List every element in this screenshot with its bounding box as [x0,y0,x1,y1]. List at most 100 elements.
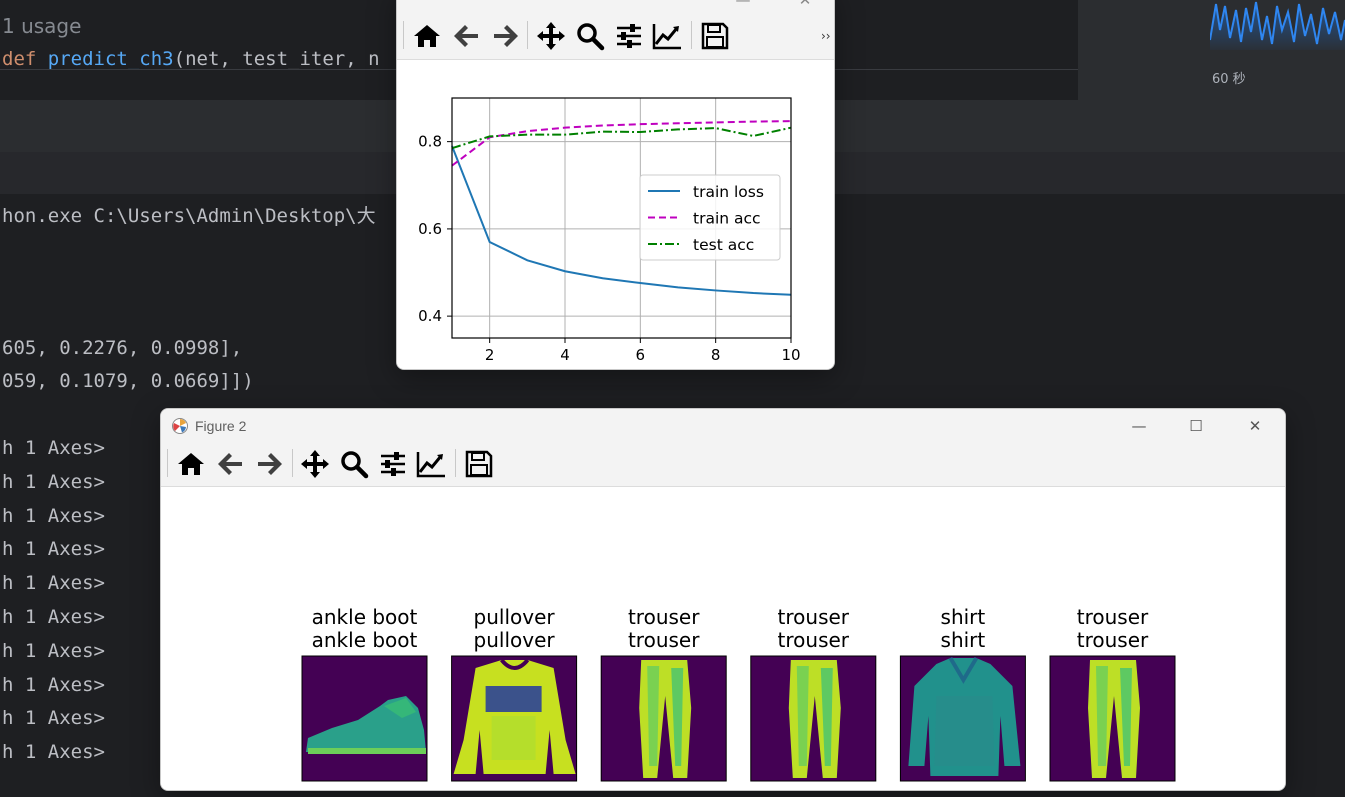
series-line-train-loss [451,145,792,296]
console-axes-line: h 1 Axes> [2,606,105,628]
predicted-label: ankle boot [312,628,418,652]
image-frame [899,655,1026,782]
console-axes-line: h 1 Axes> [2,741,105,764]
x-tick-label: 8 [711,346,721,364]
axes-frame [451,97,792,339]
console-path-line: hon.exe C:\Users\Admin\Desktop\大 [2,205,376,227]
back-arrow-icon[interactable] [451,20,483,52]
toolbar-grip [403,21,404,49]
toolbar-separator [691,21,692,49]
console-axes-line: h 1 Axes> [2,470,105,493]
back-arrow-icon[interactable] [215,448,247,480]
toolbar-overflow-button[interactable]: ›› [821,29,831,43]
true-label: shirt [941,605,986,629]
forward-arrow-icon[interactable] [253,448,285,480]
toolbar-separator [527,21,528,49]
fashion-image-trouser [600,655,727,782]
console-axes-line: h 1 Axes> [2,504,105,527]
edit-axis-icon[interactable] [415,448,447,480]
x-tick-label: 6 [636,346,646,364]
console-axes-line: h 1 Axes> [2,437,105,459]
code-line-def: def predict_ch3(net, test_iter, n [2,48,380,70]
figure2-toolbar [161,443,1285,487]
figure1-canvas[interactable]: 2 4 6 8 10 0.4 0.6 0.8 train loss train acc test a… [397,60,834,370]
zoom-magnifier-icon[interactable] [574,20,606,52]
trouser-shade [647,666,660,766]
minimize-button[interactable]: — [735,0,751,9]
true-label: trouser [778,605,850,629]
console-axes-line: h 1 Axes> [2,538,105,561]
x-tick-label: 4 [560,346,570,364]
predicted-label: pullover [474,628,556,652]
fashion-image-trouser [1049,655,1176,782]
toolbar-grip [167,449,168,477]
x-tick-label: 2 [485,346,495,364]
trouser-shade [1120,668,1132,766]
true-label: ankle boot [312,605,418,629]
true-label: trouser [1077,605,1149,629]
zoom-magnifier-icon[interactable] [338,448,370,480]
predicted-label: trouser [628,628,700,652]
close-button[interactable]: ✕ [1248,417,1262,435]
y-tick-label: 0.6 [418,220,442,238]
trouser-shade [820,668,833,766]
pullover-print [485,686,542,712]
figure1-toolbar: ›› [397,15,834,60]
window-title: Figure 2 [195,418,247,434]
resource-monitor-panel: 60 秒 [1078,0,1345,100]
image-frame [451,655,578,782]
def-keyword: def [2,48,37,70]
figure1-titlebar[interactable]: — ✕ [397,0,834,15]
legend-label: test acc [693,236,754,254]
forward-arrow-icon[interactable] [489,20,521,52]
trouser-shade [1096,666,1108,766]
series-line-test-acc [451,126,792,150]
maximize-button[interactable]: ☐ [1189,417,1203,435]
home-icon[interactable] [411,20,443,52]
pan-move-icon[interactable] [299,448,331,480]
console-tensor-line: 605, 0.2276, 0.0998], [2,337,243,359]
y-tick-label: 0.4 [418,307,442,325]
shirt-collar [948,656,979,684]
fashion-image-pullover [451,655,578,782]
true-label: pullover [474,605,556,629]
configure-subplots-icon[interactable] [613,20,645,52]
boot-shaft [384,698,416,718]
matplotlib-app-icon [172,418,188,434]
predicted-label: shirt [941,628,986,652]
home-icon[interactable] [175,448,207,480]
figure2-window[interactable]: Figure 2 — ☐ ✕ ankle [160,408,1286,791]
image-frame [750,655,877,782]
series-line-train-acc [451,120,792,167]
figure2-canvas[interactable]: ankle boot ankle boot pullover pullover trou… [161,487,1285,790]
console-tensor-line: 059, 0.1079, 0.0669]]) [2,370,254,392]
image-frame [600,655,727,782]
toolbar-separator [292,449,293,477]
fashion-image-trouser [750,655,877,782]
function-params: (net, test_iter, n [173,48,380,70]
image-frame [1049,655,1176,782]
pan-move-icon[interactable] [535,20,567,52]
pullover-panel [491,716,536,760]
pullover-collar [500,658,530,670]
edit-axis-icon[interactable] [651,20,683,52]
close-button[interactable]: ✕ [798,0,812,9]
figure2-titlebar[interactable]: Figure 2 — ☐ ✕ [161,409,1285,443]
usage-hint[interactable]: 1 usage [2,14,82,38]
trouser-shade [796,666,809,766]
legend-box [639,174,781,261]
toolbar-separator [455,449,456,477]
training-curves-chart[interactable]: 2 4 6 8 10 0.4 0.6 0.8 train loss train acc test a… [397,60,834,370]
configure-subplots-icon[interactable] [377,448,409,480]
save-floppy-icon[interactable] [699,20,731,52]
save-floppy-icon[interactable] [463,448,495,480]
legend-label: train loss [693,183,764,201]
console-axes-line: h 1 Axes> [2,673,105,696]
trouser-shade [671,668,684,766]
figure1-window[interactable]: — ✕ ›› 2 4 6 8 10 0.4 0.6 0.8 tra [396,0,835,370]
minimize-button[interactable]: — [1131,417,1147,435]
legend-label: train acc [693,210,761,228]
console-axes-line: h 1 Axes> [2,639,105,662]
shirt-panel [934,696,995,766]
